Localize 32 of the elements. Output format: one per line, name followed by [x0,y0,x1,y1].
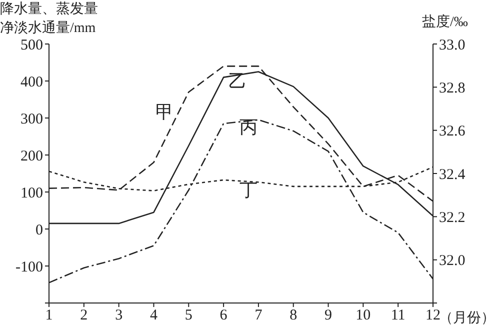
x-tick-label: 7 [254,308,263,324]
x-tick-label: 12 [426,308,440,324]
y2-tick-label: 32.6 [439,124,466,140]
x-tick-label: 5 [184,308,192,324]
series-label: 乙 [228,70,246,91]
x-tick-label: 9 [324,308,332,324]
x-tick-label: 1 [45,308,53,324]
y2-tick-label: 32.4 [439,166,466,183]
y-tick-label: 100 [20,185,43,202]
y-tick-label: 0 [36,222,43,238]
y2-tick-label: 32.2 [439,210,466,226]
y2-tick-label: 33.0 [439,37,466,54]
y-tick-label: 400 [20,74,43,90]
x-tick-label: 6 [220,308,228,324]
x-tick-label: 11 [390,308,406,324]
y-tick-label: 500 [20,37,43,54]
series-label: 丙 [239,116,258,137]
x-tick-label: 4 [150,308,158,324]
y2-tick-label: 32.8 [439,80,466,96]
y-tick-label: 200 [20,148,43,164]
x-axis-title: （月份） [439,311,495,327]
series-label: 丁 [239,180,258,200]
x-tick-label: 10 [356,308,371,324]
series-label: 甲 [156,102,174,122]
y2-axis-title: 盐度/‰ [422,13,468,31]
x-tick-label: 3 [115,308,123,324]
y-axis-title: 降水量、蒸发量净淡水通量/mm [0,0,99,38]
x-tick-label: 2 [80,308,88,324]
y2-tick-label: 32.0 [439,253,466,270]
x-tick-label: 8 [290,308,298,324]
y-tick-label: -100 [16,259,43,276]
y-tick-label: 300 [20,111,43,128]
